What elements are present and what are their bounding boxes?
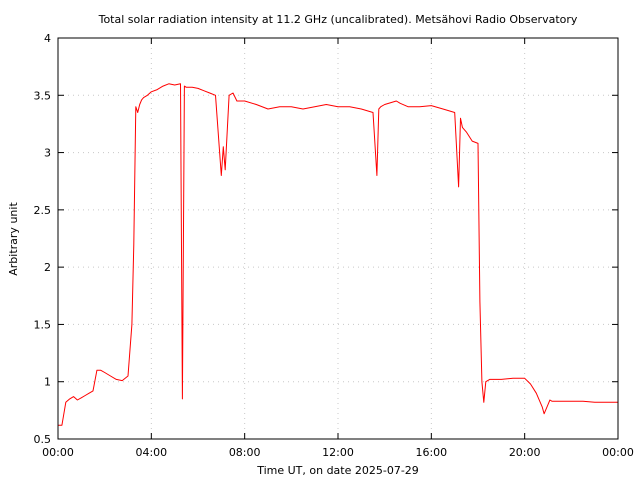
chart-title: Total solar radiation intensity at 11.2 … (98, 13, 578, 26)
x-axis-label: Time UT, on date 2025-07-29 (256, 464, 419, 477)
series-group (58, 83, 618, 426)
y-tick-label: 1 (44, 376, 51, 389)
x-tick-label: 00:00 (602, 446, 634, 459)
y-tick-label: 2.5 (34, 204, 52, 217)
y-tick-label: 0.5 (34, 433, 52, 446)
y-tick-label: 3 (44, 147, 51, 160)
y-tick-label: 2 (44, 261, 51, 274)
y-tick-label: 3.5 (34, 89, 52, 102)
plot-frame (57, 37, 619, 440)
series-line (58, 83, 618, 426)
x-tick-label: 16:00 (415, 446, 447, 459)
y-axis-label: Arbitrary unit (7, 202, 20, 276)
y-tick-label: 1.5 (34, 318, 52, 331)
y-tick-label: 4 (44, 32, 51, 45)
axis-ticks: 00:00 04:00 08:00 12:00 16:00 20:00 00:000.511… (34, 32, 634, 459)
x-tick-label: 00:00 (42, 446, 74, 459)
x-tick-label: 12:00 (322, 446, 354, 459)
grid-lines (58, 38, 618, 439)
x-tick-label: 04:00 (135, 446, 167, 459)
x-tick-label: 08:00 (229, 446, 261, 459)
x-tick-label: 20:00 (509, 446, 541, 459)
